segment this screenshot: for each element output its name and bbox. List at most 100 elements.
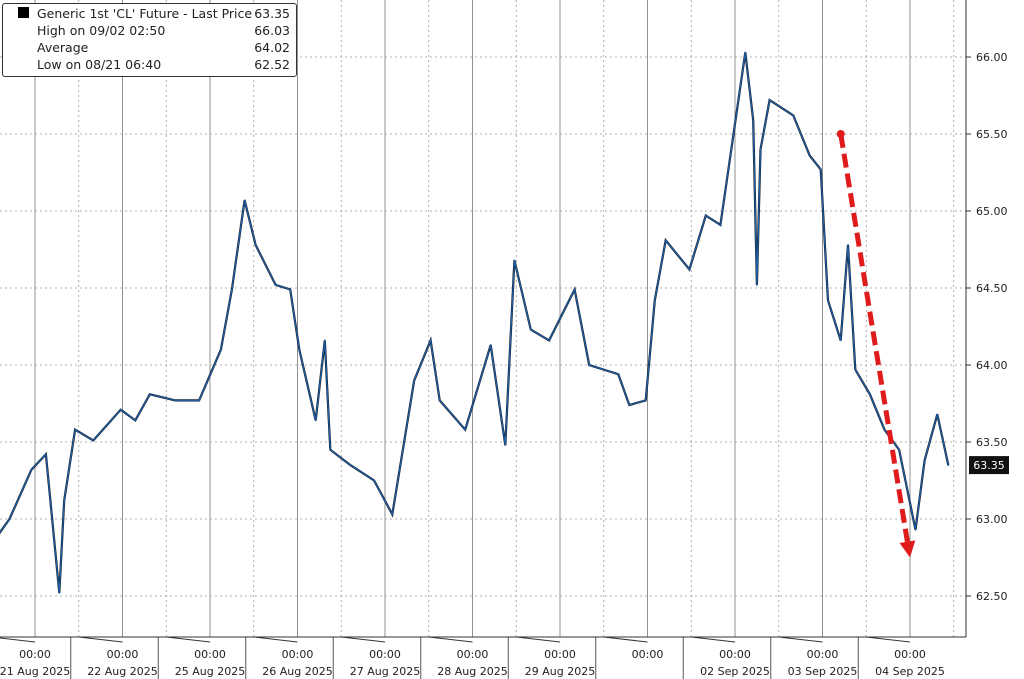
price-point [588, 364, 590, 366]
price-point [756, 284, 758, 286]
price-point [92, 439, 95, 442]
price-point [198, 399, 200, 402]
price-point [254, 244, 257, 246]
price-point [752, 119, 755, 121]
price-point [119, 408, 122, 411]
x-tick-date: 22 Aug 2025 [87, 665, 157, 678]
price-point [391, 513, 394, 516]
price-point [548, 339, 550, 342]
price-line [0, 52, 949, 593]
x-tick-date: 04 Sep 2025 [875, 665, 945, 678]
trend-arrowhead [899, 540, 916, 558]
legend-entry-low: Low on 08/21 06:40 62.52 [37, 57, 290, 72]
x-tick-time: 00:00 [894, 648, 926, 661]
price-point [883, 428, 886, 431]
x-tick [0, 637, 36, 643]
price-point [759, 148, 762, 151]
price-point [289, 288, 292, 291]
price-point [719, 224, 722, 226]
y-tick-label: 63.00 [976, 513, 1008, 526]
x-tick [866, 636, 911, 643]
legend-entry-average: Average 64.02 [37, 40, 290, 55]
price-point [744, 51, 747, 54]
x-tick-time: 00:00 [807, 648, 839, 661]
price-point [530, 328, 532, 331]
price-point [373, 479, 375, 482]
price-point [617, 373, 620, 376]
x-tick-time: 00:00 [544, 648, 576, 661]
price-point [58, 592, 61, 594]
trend-arrow-line [838, 133, 910, 543]
price-point [573, 288, 576, 291]
price-point [898, 448, 900, 451]
y-tick-label: 62.50 [976, 590, 1008, 603]
price-point [936, 413, 939, 416]
price-point [274, 284, 277, 286]
x-tick-time: 00:00 [107, 648, 139, 661]
y-tick-label: 66.00 [976, 51, 1008, 64]
x-tick-date: 26 Aug 2025 [262, 665, 332, 678]
x-tick [166, 636, 211, 643]
price-point [923, 459, 926, 462]
price-point [792, 114, 795, 117]
x-tick [516, 636, 561, 643]
price-point [398, 468, 401, 471]
price-point [243, 199, 246, 202]
last-price-tag [969, 456, 1009, 475]
x-tick-time: 00:00 [719, 648, 751, 661]
price-point [298, 348, 301, 351]
x-tick-time: 00:00 [282, 648, 314, 661]
series-swatch [18, 7, 29, 18]
price-point [413, 379, 415, 382]
price-point [324, 339, 326, 342]
price-point [664, 239, 667, 242]
price-point [63, 499, 65, 502]
x-tick-date: 02 Sep 2025 [700, 665, 770, 678]
x-tick-date: 21 Aug 2025 [0, 665, 70, 678]
price-point [869, 393, 871, 396]
x-tick [603, 636, 648, 643]
price-point [329, 448, 332, 451]
price-point [854, 368, 857, 371]
price-point [231, 288, 233, 291]
x-tick-date: 28 Aug 2025 [437, 665, 507, 678]
x-tick-date: 03 Sep 2025 [788, 665, 858, 678]
legend: Generic 1st 'CL' Future - Last Price 63.3… [2, 3, 297, 77]
price-point [705, 214, 707, 217]
x-tick-date: 27 Aug 2025 [350, 665, 420, 678]
price-point [349, 464, 352, 466]
price-point [438, 399, 441, 402]
price-point [220, 348, 222, 351]
price-point [489, 344, 492, 346]
price-point [819, 168, 822, 171]
price-point [827, 299, 829, 302]
price-point [839, 339, 842, 342]
legend-entry-last: Generic 1st 'CL' Future - Last Price 63.3… [37, 6, 290, 21]
price-point [314, 419, 317, 422]
x-tick-time: 00:00 [194, 648, 226, 661]
y-tick-label: 65.00 [976, 205, 1008, 218]
price-point [8, 518, 11, 520]
price-point [504, 444, 507, 446]
price-point [768, 99, 771, 101]
x-tick [778, 636, 823, 643]
x-tick-date: 25 Aug 2025 [175, 665, 245, 678]
y-tick-label: 64.50 [976, 282, 1008, 295]
x-tick-time: 00:00 [369, 648, 401, 661]
y-tick-label: 65.50 [976, 128, 1008, 141]
price-line-shadow [0, 52, 950, 594]
price-point [653, 299, 656, 302]
price-point [808, 154, 811, 157]
x-tick-time: 00:00 [457, 648, 489, 661]
price-point [847, 244, 849, 246]
price-point [513, 259, 516, 262]
x-tick [78, 636, 123, 643]
price-point [688, 268, 691, 271]
price-point [628, 404, 631, 406]
price-point [74, 428, 76, 431]
price-point [464, 428, 467, 431]
price-point [134, 419, 137, 422]
price-point [644, 399, 647, 402]
